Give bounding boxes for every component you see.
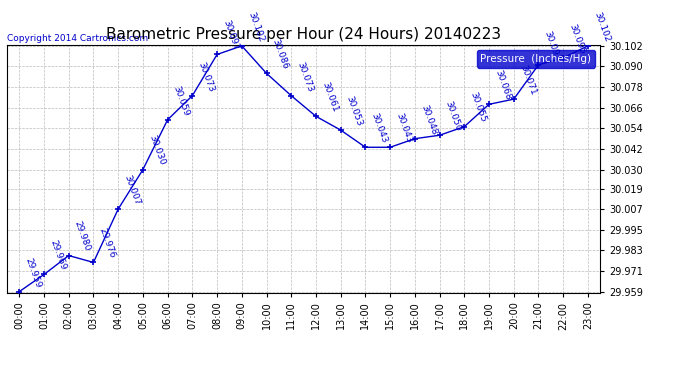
Text: 30.030: 30.030: [147, 134, 166, 167]
Pressure  (Inches/Hg): [510, 97, 518, 101]
Pressure  (Inches/Hg): [237, 44, 246, 48]
Text: 30.007: 30.007: [122, 174, 141, 206]
Text: 29.976: 29.976: [97, 227, 117, 260]
Text: 30.095: 30.095: [567, 22, 586, 55]
Title: Barometric Pressure per Hour (24 Hours) 20140223: Barometric Pressure per Hour (24 Hours) …: [106, 27, 501, 42]
Pressure  (Inches/Hg): [362, 145, 370, 150]
Text: 30.102: 30.102: [246, 10, 265, 43]
Text: 29.969: 29.969: [48, 239, 68, 272]
Pressure  (Inches/Hg): [534, 63, 542, 67]
Pressure  (Inches/Hg): [262, 71, 270, 76]
Text: 30.102: 30.102: [592, 10, 611, 43]
Pressure  (Inches/Hg): [114, 207, 122, 212]
Text: 30.048: 30.048: [419, 103, 438, 136]
Text: 30.073: 30.073: [197, 60, 216, 93]
Line: Pressure  (Inches/Hg): Pressure (Inches/Hg): [16, 42, 591, 295]
Pressure  (Inches/Hg): [188, 93, 197, 98]
Pressure  (Inches/Hg): [312, 114, 320, 118]
Text: 30.097: 30.097: [221, 19, 241, 52]
Legend: Pressure  (Inches/Hg): Pressure (Inches/Hg): [477, 50, 595, 68]
Pressure  (Inches/Hg): [485, 102, 493, 106]
Text: 30.050: 30.050: [444, 100, 463, 132]
Text: 30.091: 30.091: [542, 29, 562, 62]
Pressure  (Inches/Hg): [559, 56, 567, 60]
Text: 29.980: 29.980: [73, 220, 92, 253]
Text: 30.053: 30.053: [345, 94, 364, 127]
Text: 30.043: 30.043: [370, 112, 388, 144]
Text: 30.043: 30.043: [394, 112, 413, 144]
Text: 30.059: 30.059: [172, 84, 191, 117]
Text: 30.061: 30.061: [320, 81, 339, 114]
Pressure  (Inches/Hg): [287, 93, 295, 98]
Pressure  (Inches/Hg): [65, 253, 73, 258]
Text: 29.959: 29.959: [23, 256, 43, 289]
Pressure  (Inches/Hg): [139, 167, 147, 172]
Pressure  (Inches/Hg): [40, 272, 48, 277]
Pressure  (Inches/Hg): [460, 124, 469, 129]
Pressure  (Inches/Hg): [411, 136, 419, 141]
Pressure  (Inches/Hg): [337, 128, 345, 132]
Pressure  (Inches/Hg): [386, 145, 394, 150]
Pressure  (Inches/Hg): [89, 260, 97, 265]
Text: 30.086: 30.086: [270, 38, 290, 70]
Text: 30.073: 30.073: [295, 60, 315, 93]
Pressure  (Inches/Hg): [164, 117, 172, 122]
Pressure  (Inches/Hg): [584, 44, 592, 48]
Text: Copyright 2014 Cartronics.com: Copyright 2014 Cartronics.com: [7, 33, 148, 42]
Text: 30.068: 30.068: [493, 69, 513, 102]
Pressure  (Inches/Hg): [15, 290, 23, 294]
Text: 30.071: 30.071: [518, 64, 538, 96]
Pressure  (Inches/Hg): [435, 133, 444, 138]
Text: 30.055: 30.055: [469, 91, 488, 124]
Pressure  (Inches/Hg): [213, 52, 221, 57]
